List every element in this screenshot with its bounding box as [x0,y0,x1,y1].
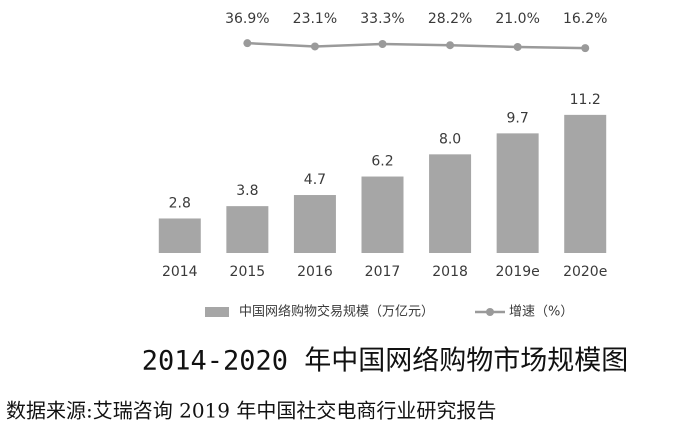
bar [429,154,472,253]
bar [293,195,336,253]
x-tick-label: 2014 [162,264,198,280]
data-label: 16.2% [563,11,607,27]
data-label: 21.0% [495,11,539,27]
data-label: 28.2% [428,11,472,27]
bar [564,114,607,253]
line-point [581,44,590,53]
line [247,41,586,50]
x-tick-label: 2020e [563,264,607,280]
line-point [310,42,319,51]
data-label: 4.7 [304,172,326,188]
x-tick-label: 2015 [230,264,266,280]
x-tick-label: 2019e [496,264,540,280]
legend-label: 增速（%） [509,305,573,320]
legend-swatch [486,308,494,316]
data-label: 8.0 [439,131,461,147]
chart-title: 2014-2020 年中国网络购物市场规模图 [142,346,629,377]
x-tick-label: 2016 [297,264,333,280]
data-label: 3.8 [236,183,258,199]
data-label: 11.2 [570,92,601,108]
line-point [378,40,387,49]
data-label: 6.2 [371,154,393,170]
legend-label: 中国网络购物交易规模（万亿元） [239,304,434,320]
data-label: 23.1% [293,11,337,27]
bar [496,133,539,253]
line-point [446,41,455,50]
data-label: 2.8 [169,195,191,211]
x-tick-label: 2018 [432,264,468,280]
bar [158,218,201,253]
data-label: 33.3% [360,11,404,27]
x-tick-label: 2017 [365,264,401,280]
line-point [513,42,522,51]
data-label: 36.9% [225,11,269,27]
source: 数据来源:艾瑞咨询 2019 年中国社交电商行业研究报告 [6,399,496,423]
legend-swatch [205,307,229,317]
bar [226,206,269,253]
bar [361,176,404,253]
data-label: 9.7 [507,110,529,126]
line-point [243,39,252,48]
